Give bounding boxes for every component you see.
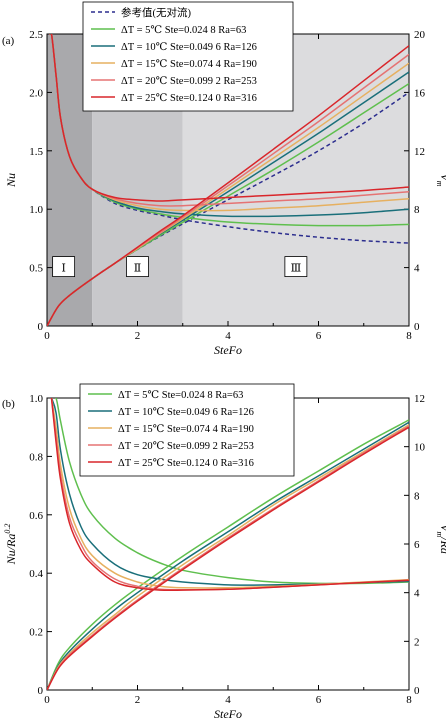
y-axis-label: Nu/Ra0.2	[3, 524, 18, 566]
legend-entry: ΔT = 20℃ Ste=0.099 2 Ra=253	[118, 441, 254, 452]
x-tick-label: 2	[135, 330, 141, 342]
legend-entry: ΔT = 15℃ Ste=0.074 4 Ra=190	[118, 424, 254, 435]
region-3-label-box	[284, 256, 308, 278]
legend-box	[79, 383, 295, 477]
legend: 参考值(无对流) ΔT = 5℃ Ste=0.024 8 Ra=63 ΔT = 10…	[82, 1, 294, 112]
y2-axis-label: Vm/Ra0.1	[435, 524, 446, 564]
region-2-label-box	[126, 256, 149, 278]
legend-entry: ΔT = 5℃ Ste=0.024 8 Ra=63	[121, 25, 246, 36]
x-tick-label: 4	[225, 694, 231, 706]
panel-label: (b)	[2, 398, 15, 410]
panel-b: 0 2 4 6 800.20.40.60.81.0024681012(b)SteFoNu…	[2, 383, 446, 721]
y-tick-label: 0.4	[29, 568, 43, 580]
series-0-vm-line	[47, 419, 409, 690]
x-tick-label: 0	[44, 330, 50, 342]
y-tick-label: 0.2	[29, 627, 43, 639]
series-5-nu-line	[48, 34, 409, 202]
y2-tick-label: 2	[414, 636, 420, 648]
series-0-nu-line	[51, 398, 409, 585]
series-4-nu-line	[50, 398, 409, 592]
y2-tick-label: 4	[414, 588, 420, 600]
y-tick-label: 0.6	[29, 510, 43, 522]
y-tick-label: 1.0	[29, 393, 43, 405]
y-tick-label: 0	[38, 685, 44, 697]
y-axis-label-sup: 0.2	[3, 524, 12, 534]
curves	[47, 34, 409, 326]
y-axis-label-main: Nu/Ra	[4, 534, 18, 566]
y2-tick-label: 10	[414, 442, 426, 454]
legend-entry: ΔT = 5℃ Ste=0.024 8 Ra=63	[118, 390, 243, 401]
legend-entry: ΔT = 10℃ Ste=0.049 6 Ra=126	[121, 42, 257, 53]
legend-entry: ΔT = 20℃ Ste=0.099 2 Ra=253	[121, 76, 257, 87]
y-axis-label-main: Nu	[4, 173, 18, 188]
x-tick-label: 0	[44, 694, 50, 706]
y2-tick-label: 16	[414, 87, 426, 99]
legend-entry: ΔT = 10℃ Ste=0.049 6 Ra=126	[118, 407, 254, 418]
y2-tick-label: 8	[414, 204, 420, 216]
x-axis-label: SteFo	[214, 707, 242, 721]
y2-tick-label: 20	[414, 29, 426, 41]
legend-entry: ΔT = 25℃ Ste=0.124 0 Ra=316	[121, 93, 257, 104]
y2-tick-label: 12	[414, 146, 425, 158]
y2-tick-label: 0	[414, 321, 420, 333]
y2-axis-label-main: V	[438, 524, 446, 533]
y-tick-label: 1.5	[29, 146, 43, 158]
legend: ΔT = 5℃ Ste=0.024 8 Ra=63 ΔT = 10℃ Ste=0.…	[79, 383, 295, 477]
x-tick-label: 4	[225, 330, 231, 342]
y-tick-label: 0.5	[29, 263, 43, 275]
x-axis-label: SteFo	[214, 343, 242, 357]
y2-tick-label: 8	[414, 490, 420, 502]
series-1-vm-line	[47, 421, 409, 690]
y2-axis-label-sup: 0.1	[444, 554, 446, 564]
y2-axis-label-main: V	[438, 173, 446, 182]
legend-entry: ΔT = 25℃ Ste=0.124 0 Ra=316	[118, 458, 254, 469]
x-tick-label: 6	[316, 330, 322, 342]
region-1-label-box	[52, 256, 76, 278]
y-tick-label: 2.5	[29, 29, 43, 41]
y2-tick-label: 0	[414, 685, 420, 697]
y2-tick-label: 4	[414, 263, 420, 275]
x-tick-label: 6	[316, 694, 322, 706]
region-2-label: Ⅱ	[134, 263, 141, 275]
y-tick-label: 0.8	[29, 451, 43, 463]
series-5-vm-line	[47, 45, 409, 326]
x-tick-label: 2	[135, 694, 141, 706]
y-tick-label: 1.0	[29, 204, 43, 216]
panel-label: (a)	[2, 35, 15, 47]
series-4-vm-line	[47, 426, 409, 690]
region-1-label: Ⅰ	[61, 263, 65, 275]
x-tick-label: 8	[406, 330, 412, 342]
y2-axis-label-tail: /Ra	[438, 536, 446, 554]
curves	[47, 398, 409, 690]
y-tick-label: 0	[38, 321, 44, 333]
series-3-vm-line	[47, 425, 409, 690]
series-2-vm-line	[47, 424, 409, 690]
y2-axis-label: Vm	[435, 173, 446, 186]
y2-tick-label: 12	[414, 393, 425, 405]
legend-box	[82, 1, 294, 112]
y-tick-label: 2.0	[29, 87, 43, 99]
y2-tick-label: 6	[414, 539, 420, 551]
legend-entry: ΔT = 15℃ Ste=0.074 4 Ra=190	[121, 59, 257, 70]
legend-entry: 参考值(无对流)	[121, 6, 191, 19]
y-axis-label: Nu	[4, 173, 18, 188]
y2-axis-label-sub: m	[435, 531, 444, 537]
y2-axis-label-sub: m	[435, 181, 444, 187]
x-tick-label: 8	[406, 694, 412, 706]
region-3-label: Ⅲ	[291, 263, 302, 275]
series-0-nu-line	[48, 34, 409, 244]
